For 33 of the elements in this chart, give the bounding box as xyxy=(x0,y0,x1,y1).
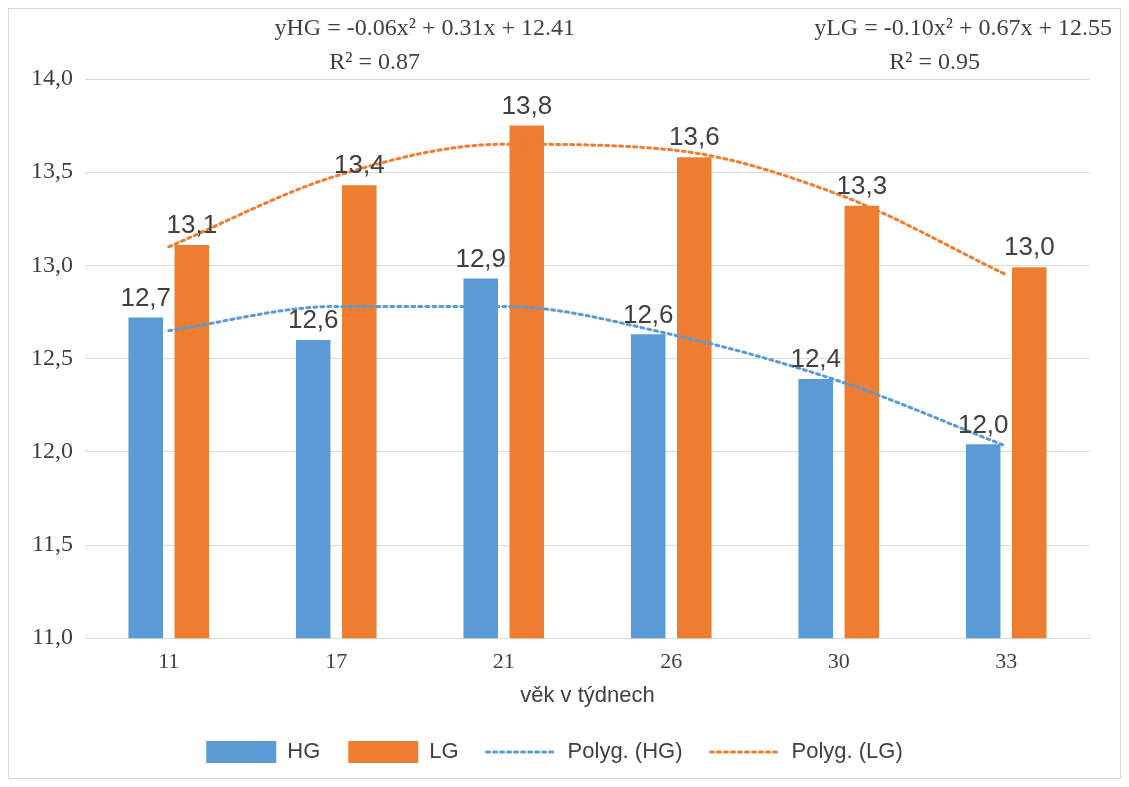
x-tick-label: 21 xyxy=(492,648,515,674)
y-tick-label: 14,0 xyxy=(31,64,73,91)
legend-label: LG xyxy=(429,738,459,764)
x-tick-label: 11 xyxy=(158,648,180,674)
x-tick-label: 17 xyxy=(325,648,348,674)
text: yHG = -0.06x² + 0.31x + 12.41 xyxy=(274,14,575,41)
data-label: 13,1 xyxy=(166,209,218,240)
legend-label: Polyg. (HG) xyxy=(567,738,683,764)
legend-label: Polyg. (LG) xyxy=(791,738,903,764)
data-label: 12,7 xyxy=(120,281,172,312)
data-label: 12,6 xyxy=(622,298,674,329)
text: R² = 0.95 xyxy=(889,48,980,75)
data-label: 12,4 xyxy=(790,343,842,374)
data-label: 13,6 xyxy=(668,121,720,152)
data-label: 13,3 xyxy=(836,169,888,200)
y-tick-label: 12,5 xyxy=(31,343,73,370)
data-label: 12,9 xyxy=(455,242,507,273)
y-tick-label: 11,5 xyxy=(31,530,73,557)
data-label: 12,0 xyxy=(957,408,1009,439)
y-tick-label: 13,0 xyxy=(31,250,73,277)
x-tick-label: 30 xyxy=(827,648,850,674)
data-label: 12,6 xyxy=(287,304,339,335)
text: yLG = -0.10x² + 0.67x + 12.55 xyxy=(814,14,1112,41)
y-tick-label: 12,0 xyxy=(31,437,73,464)
text: R² = 0.87 xyxy=(329,48,420,75)
x-tick-label: 26 xyxy=(660,648,683,674)
x-axis-title: věk v týdnech xyxy=(520,681,655,707)
data-label: 13,0 xyxy=(1003,231,1055,262)
x-tick-label: 33 xyxy=(995,648,1018,674)
y-tick-label: 11,0 xyxy=(31,623,73,650)
y-tick-label: 13,5 xyxy=(31,157,73,184)
data-label: 13,8 xyxy=(501,89,553,120)
legend-label: HG xyxy=(287,738,321,764)
